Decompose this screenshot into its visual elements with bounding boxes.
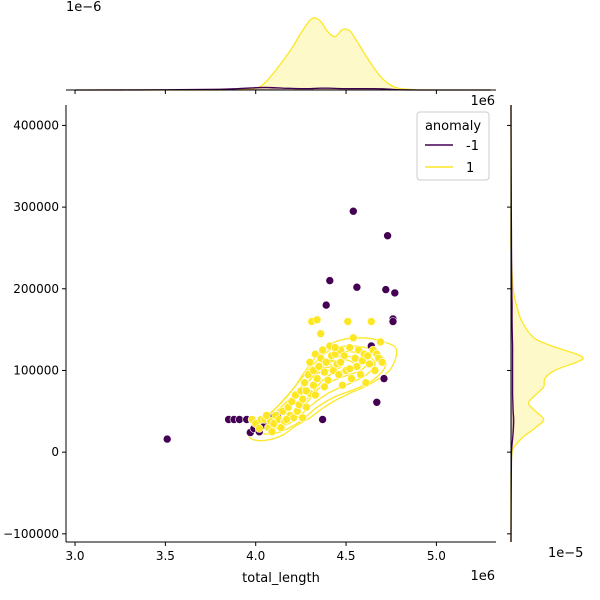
point-anomaly-1 <box>336 357 345 367</box>
right-marginal-kde <box>510 104 584 543</box>
legend-title: anomaly <box>425 119 481 134</box>
point-anomaly-1 <box>361 378 371 388</box>
point-anomaly-1 <box>365 359 374 369</box>
point-anomaly-1 <box>318 345 327 355</box>
y-tick-label: 300000 <box>13 200 59 214</box>
y-axis-offset-label: 1e6 <box>470 94 495 109</box>
y-tick-label: 200000 <box>13 282 59 296</box>
point-anomaly-1 <box>282 415 291 424</box>
point-anomaly-1 <box>287 397 297 406</box>
point-anomaly-1 <box>254 424 264 433</box>
top-marginal-offset-label: 1e−6 <box>66 0 101 15</box>
point-anomaly-neg1 <box>162 434 172 444</box>
x-tick-label: 3.0 <box>65 549 84 563</box>
point-anomaly-neg1 <box>390 288 400 298</box>
point-anomaly-1 <box>267 427 277 437</box>
y-tick-label: −100000 <box>3 527 59 541</box>
top-kde-anomaly-1-fill <box>75 17 491 91</box>
point-anomaly-neg1 <box>372 397 382 407</box>
point-anomaly-1 <box>330 343 340 352</box>
point-anomaly-neg1 <box>383 231 392 240</box>
point-anomaly-1 <box>301 386 311 396</box>
point-anomaly-1 <box>314 362 324 371</box>
point-anomaly-1 <box>312 374 322 383</box>
joint-panel: 3.0 3.5 4.0 4.5 5.0 −100000 0 100000 200000 3000… <box>3 94 496 586</box>
x-axis-offset-label: 1e6 <box>470 569 495 584</box>
right-marginal-offset-label: 1e−5 <box>548 546 583 561</box>
right-kde-anomaly-1-fill <box>510 105 583 542</box>
legend-label-anomaly-1: 1 <box>466 161 474 176</box>
point-anomaly-1 <box>309 380 318 390</box>
legend-frame <box>416 111 490 181</box>
point-anomaly-neg1 <box>321 300 331 310</box>
point-anomaly-1 <box>320 367 329 377</box>
point-anomaly-1 <box>370 366 380 375</box>
point-anomaly-1 <box>276 423 286 432</box>
right-kde-anomaly-1-line <box>510 105 584 543</box>
point-anomaly-1 <box>300 378 309 388</box>
point-anomaly-neg1 <box>352 282 362 292</box>
point-anomaly-1 <box>343 317 353 326</box>
x-tick-label: 5.0 <box>427 549 446 563</box>
point-anomaly-1 <box>305 357 315 367</box>
x-axis-ticks: 3.0 3.5 4.0 4.5 5.0 <box>65 542 446 563</box>
point-anomaly-1 <box>310 390 320 400</box>
point-anomaly-1 <box>366 317 376 326</box>
x-tick-label: 3.5 <box>156 549 175 563</box>
point-anomaly-neg1 <box>318 415 327 424</box>
top-marginal-ticks <box>74 90 437 94</box>
point-anomaly-1 <box>377 357 387 367</box>
point-anomaly-1 <box>345 343 355 352</box>
top-marginal-panel: 1e−6 <box>66 0 496 94</box>
y-tick-label: 400000 <box>13 118 59 132</box>
x-tick-label: 4.5 <box>336 549 355 563</box>
point-anomaly-neg1 <box>381 285 391 294</box>
x-axis-label: total_length <box>242 571 320 586</box>
top-kde-anomaly-neg1-line <box>74 86 491 91</box>
point-anomaly-1 <box>356 370 365 379</box>
point-anomaly-1 <box>321 357 331 367</box>
point-anomaly-1 <box>350 353 360 363</box>
point-anomaly-1 <box>301 402 311 412</box>
point-anomaly-1 <box>298 394 308 404</box>
point-anomaly-1 <box>339 351 349 361</box>
point-anomaly-1 <box>320 382 329 392</box>
kde-contour-level-4 <box>298 359 356 408</box>
y-tick-label: 100000 <box>13 363 59 377</box>
point-anomaly-1 <box>347 374 356 383</box>
point-anomaly-neg1 <box>235 415 244 424</box>
point-anomaly-neg1 <box>388 317 398 326</box>
right-marginal-panel: 1e−5 <box>507 104 584 561</box>
point-anomaly-1 <box>334 370 344 379</box>
point-anomaly-1 <box>323 375 333 385</box>
point-anomaly-neg1 <box>348 206 358 216</box>
point-anomaly-1 <box>312 315 322 325</box>
point-anomaly-1 <box>376 337 385 347</box>
point-anomaly-1 <box>348 333 358 343</box>
point-anomaly-1 <box>338 380 347 390</box>
point-anomaly-1 <box>345 364 355 374</box>
point-anomaly-neg1 <box>325 276 335 285</box>
top-marginal-kde <box>74 17 491 91</box>
right-marginal-ticks <box>507 124 511 535</box>
right-kde-anomaly-neg1-line <box>510 104 515 543</box>
point-anomaly-1 <box>363 351 373 361</box>
point-anomaly-neg1 <box>379 374 389 383</box>
y-tick-label: 0 <box>51 445 59 459</box>
legend: anomaly -1 1 <box>416 111 490 181</box>
point-anomaly-1 <box>262 411 271 420</box>
legend-label-anomaly-neg1: -1 <box>466 139 479 154</box>
y-axis-ticks: −100000 0 100000 200000 300000 400000 <box>3 118 66 541</box>
point-anomaly-1 <box>316 329 326 339</box>
x-tick-label: 4.0 <box>246 549 265 563</box>
point-anomaly-1 <box>298 413 308 423</box>
scatter-points <box>162 206 400 444</box>
